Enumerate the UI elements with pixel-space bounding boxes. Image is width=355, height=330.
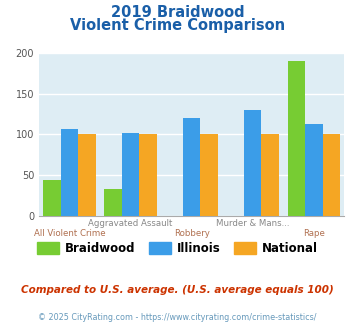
Text: © 2025 CityRating.com - https://www.cityrating.com/crime-statistics/: © 2025 CityRating.com - https://www.city… (38, 314, 317, 322)
Bar (140, 135, 157, 216)
Text: Robbery: Robbery (174, 229, 210, 238)
Text: Murder & Mans...: Murder & Mans... (216, 219, 290, 228)
Bar (122, 133, 140, 216)
Legend: Braidwood, Illinois, National: Braidwood, Illinois, National (33, 237, 322, 260)
Bar (201, 135, 218, 216)
Text: All Violent Crime: All Violent Crime (34, 229, 105, 238)
Text: 2019 Braidwood: 2019 Braidwood (111, 5, 244, 20)
Bar (43, 180, 61, 216)
Bar (78, 135, 96, 216)
Bar (323, 135, 340, 216)
Bar (244, 110, 262, 216)
Text: Aggravated Assault: Aggravated Assault (88, 219, 173, 228)
Bar (104, 189, 122, 216)
Bar (305, 124, 323, 216)
Text: Compared to U.S. average. (U.S. average equals 100): Compared to U.S. average. (U.S. average … (21, 285, 334, 295)
Text: Violent Crime Comparison: Violent Crime Comparison (70, 18, 285, 33)
Text: Rape: Rape (303, 229, 325, 238)
Bar (288, 61, 305, 216)
Bar (183, 118, 201, 216)
Bar (262, 135, 279, 216)
Bar (61, 129, 78, 216)
